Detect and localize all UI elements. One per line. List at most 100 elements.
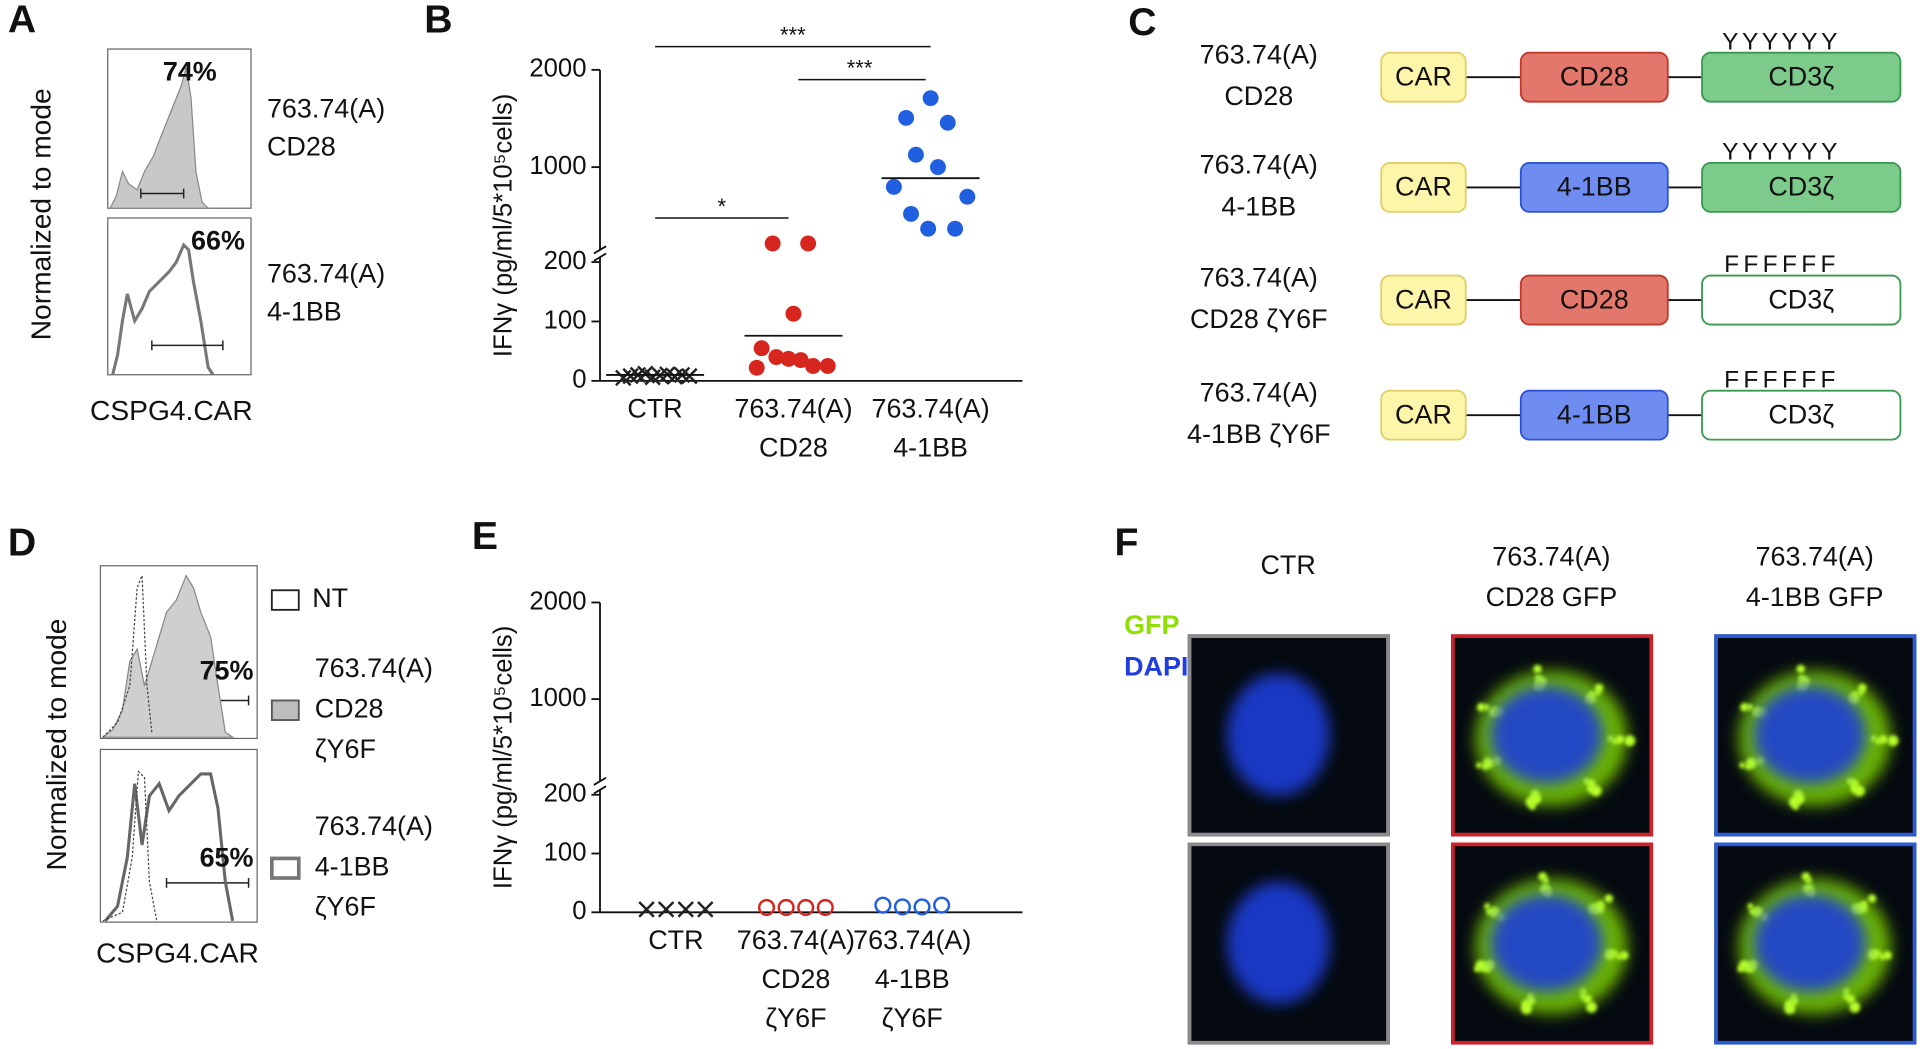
data-point [697,901,714,918]
data-point [893,898,912,916]
micrograph [1187,634,1390,837]
gfp-dot [1856,902,1868,914]
domain [1380,51,1467,103]
significance-label: * [718,194,727,219]
gfp-dot [1887,735,1899,747]
significance-label: *** [780,23,806,48]
data-point [819,358,836,374]
data-point [677,901,694,918]
histogram [109,67,210,209]
gfp-dot [1867,894,1877,903]
x-tick-label: CD28 [759,433,828,463]
dapi-signal [1490,685,1603,784]
micrograph-border [1714,842,1917,1045]
x-tick-label: ζY6F [882,1003,943,1033]
domain-label: CAR [1395,62,1452,92]
legend-label: DAPI [1124,652,1188,682]
gfp-dot [1580,988,1587,995]
x-tick-label: 4-1BB [875,964,950,994]
gfp-dot [1867,948,1879,961]
gfp-dot [1527,992,1534,1000]
domain [1380,161,1467,213]
gfp-dot [1752,906,1764,918]
residues: F F F F F F [1724,366,1834,393]
legend-label: GFP [1124,610,1179,640]
data-point [657,901,675,918]
data-point [780,350,797,367]
x-tick-label: 763.74(A) [737,925,855,955]
histogram [102,770,158,922]
sample-label: CD28 [267,131,336,161]
gfp-dot [1483,704,1490,711]
gfp-dot [1580,993,1587,1000]
legend-swatch [270,589,300,611]
domain [1380,389,1467,441]
gfp-dot [1542,877,1549,884]
gfp-dot [1476,702,1486,712]
x-tick-label: 763.74(A) [853,925,971,955]
panel-letter: F [1115,521,1139,564]
data-point [930,159,946,176]
data-point [764,235,781,252]
data-point [768,349,785,366]
gfp-dot [1624,735,1636,747]
panel-letter: A [8,0,36,41]
dapi-signal [1753,893,1867,992]
gfp-dot [1535,676,1547,688]
gfp-dot [1843,988,1850,995]
gfp-dot [1521,999,1531,1009]
gfp-dot [1747,903,1754,910]
domain-label: 4-1BB [1557,399,1632,429]
x-tick-label: CD28 [761,964,830,994]
domain [1380,274,1467,326]
residues: Y Y Y Y Y Y [1722,139,1837,166]
construct-name: 4-1BB [1221,191,1296,221]
construct-name: 763.74(A) [1200,39,1318,69]
y-axis-label: IFNγ (pg/ml/5*10⁵cells) [489,94,517,357]
micrograph [1451,634,1654,837]
data-point [753,340,770,357]
y-tick-label: 1000 [529,152,586,180]
domain [1519,51,1669,103]
construct-name: 4-1BB ζY6F [1187,419,1331,449]
data-point [748,359,765,376]
micrograph [1714,634,1917,837]
gfp-dot [1793,789,1803,799]
histogram [111,242,215,376]
legend-label: 4-1BB [315,851,390,881]
percent-label: 65% [200,843,254,873]
data-point [903,205,919,222]
micrograph-border [1451,842,1654,1045]
x-tick-label: ζY6F [765,1003,826,1033]
gfp-dot [1583,777,1590,784]
gfp-dot [1615,953,1623,960]
dapi-signal [1226,881,1330,1005]
construct-name: 763.74(A) [1200,377,1318,407]
gfp-dot [1593,902,1605,914]
y-tick-label: 100 [544,838,587,866]
domain [1519,161,1669,213]
y-tick-label: 2000 [529,587,586,615]
gfp-dot [1790,992,1797,1000]
micrograph-border [1451,634,1654,837]
percent-label: 75% [200,655,254,685]
gfp-dot [1619,951,1629,960]
panel-letter: E [472,515,498,558]
domain [1701,274,1902,326]
significance-label: *** [847,56,873,81]
data-point [785,305,802,322]
gfp-dot [1604,894,1614,903]
x-tick-label: CTR [627,393,682,423]
data-point [816,898,834,917]
domain-label: CAR [1395,172,1452,202]
domain-label: CAR [1395,284,1452,314]
y-axis-label: IFNγ (pg/ml/5*10⁵cells) [489,626,517,889]
sample-label: 763.74(A) [267,259,385,289]
domain-label: CD3ζ [1768,172,1834,202]
domain [1701,389,1902,441]
gfp-dot [1475,960,1487,972]
micrograph-border [1187,842,1390,1045]
x-tick-label: 763.74(A) [734,393,852,423]
gfp-dot [1489,906,1501,918]
data-point [959,188,976,205]
